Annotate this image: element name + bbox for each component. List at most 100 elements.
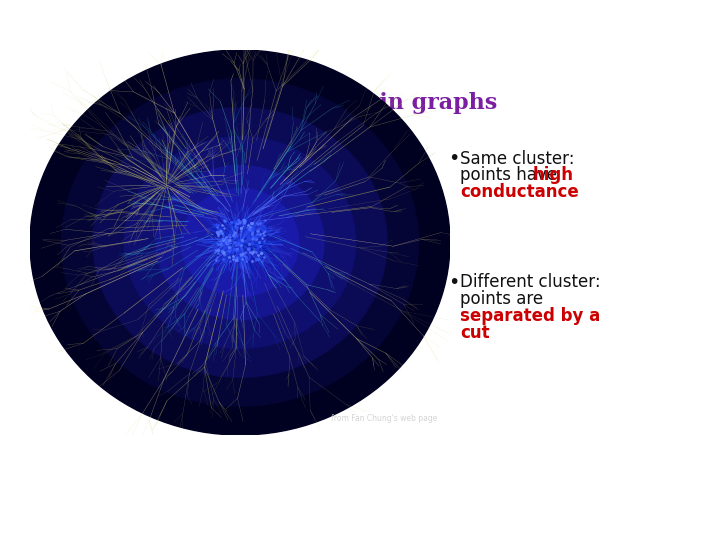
Point: [230, 222, 241, 231]
Point: [212, 240, 224, 248]
Point: [212, 220, 224, 229]
Point: [217, 238, 228, 246]
Point: [246, 226, 258, 235]
Point: [246, 230, 258, 238]
Point: [245, 219, 256, 227]
Point: [231, 217, 243, 225]
Point: [222, 238, 234, 247]
Point: [251, 240, 262, 249]
Point: [247, 246, 258, 255]
Point: [228, 217, 240, 226]
Point: [241, 227, 253, 235]
Point: [236, 235, 248, 244]
Point: [217, 235, 229, 244]
Point: [240, 257, 251, 266]
Point: [246, 239, 258, 248]
Point: [250, 234, 261, 243]
Point: [213, 225, 225, 233]
Text: Clustering in graphs: Clustering in graphs: [241, 92, 497, 114]
Point: [254, 217, 266, 226]
Point: [259, 215, 271, 224]
Point: [258, 231, 270, 239]
Point: [215, 229, 226, 238]
Point: [228, 231, 239, 239]
Point: [243, 225, 255, 234]
Point: [233, 246, 245, 255]
Point: [233, 215, 244, 224]
Point: [256, 256, 268, 265]
Point: [238, 219, 250, 227]
Point: [222, 240, 233, 248]
Point: [251, 247, 262, 256]
Point: [231, 253, 243, 262]
Text: conductance: conductance: [461, 184, 579, 201]
Point: [243, 240, 254, 248]
Text: from Fan Chung's web page: from Fan Chung's web page: [331, 415, 438, 423]
Point: [243, 254, 254, 263]
Point: [237, 215, 248, 224]
Point: [240, 230, 252, 238]
Point: [257, 225, 269, 234]
Point: [217, 238, 228, 246]
Point: [217, 215, 229, 224]
Point: [240, 253, 251, 261]
Point: [217, 248, 229, 256]
Point: [228, 254, 239, 263]
Circle shape: [181, 188, 299, 296]
Point: [210, 220, 222, 228]
Point: [212, 228, 223, 237]
Point: [217, 235, 228, 244]
Point: [230, 231, 241, 239]
Point: [228, 233, 240, 242]
Point: [235, 224, 247, 233]
Circle shape: [30, 50, 450, 435]
Point: [228, 239, 240, 247]
Point: [233, 254, 245, 262]
Point: [244, 222, 256, 231]
Point: [231, 255, 243, 264]
Point: [219, 235, 230, 244]
Point: [217, 229, 228, 238]
Point: [239, 217, 251, 225]
Point: [253, 238, 265, 246]
Point: [234, 230, 246, 238]
Point: [258, 227, 269, 235]
Point: [219, 249, 230, 258]
Point: [223, 232, 235, 240]
Point: [243, 244, 254, 252]
Point: [250, 254, 261, 263]
Point: [258, 236, 270, 245]
Point: [249, 234, 261, 242]
Point: [217, 239, 229, 247]
Circle shape: [125, 137, 356, 348]
Point: [230, 238, 241, 246]
Point: [215, 240, 227, 248]
Point: [247, 230, 258, 239]
Point: [244, 225, 256, 234]
Point: [217, 254, 228, 263]
Point: [212, 232, 224, 240]
Point: [212, 228, 223, 237]
Point: [246, 238, 257, 247]
Point: [235, 241, 247, 249]
Point: [253, 227, 264, 236]
Point: [230, 241, 241, 249]
Point: [235, 239, 247, 247]
Point: [257, 229, 269, 238]
Point: [230, 245, 242, 254]
Point: [233, 218, 245, 227]
Point: [218, 257, 230, 266]
Text: separated by a: separated by a: [461, 307, 600, 325]
Point: [241, 223, 253, 232]
Point: [212, 222, 223, 231]
Point: [246, 235, 258, 244]
Point: [253, 220, 264, 228]
Point: [220, 238, 231, 247]
Point: [253, 251, 264, 259]
Text: points have: points have: [461, 166, 563, 185]
Point: [242, 220, 253, 229]
Point: [230, 253, 242, 261]
Point: [227, 255, 238, 264]
Point: [251, 254, 262, 263]
Point: [225, 218, 236, 227]
